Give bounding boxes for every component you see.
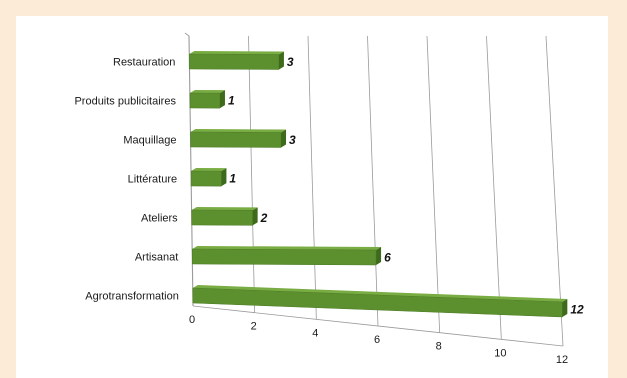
bar-end-1 — [219, 90, 225, 109]
gridline-12 — [545, 35, 564, 347]
x-tick-label-10: 10 — [494, 347, 506, 359]
gridline-8 — [426, 35, 441, 333]
bar-end-3 — [221, 168, 227, 187]
category-label-3: Littérature — [128, 174, 178, 186]
data-label-3: 1 — [229, 172, 236, 186]
bar-end-6 — [562, 299, 568, 317]
labels: 3 Restauration 1 Produits publicitaires 3 Maq… — [74, 55, 584, 366]
category-label-6: Agrotransformation — [85, 291, 179, 303]
data-label-6: 12 — [570, 303, 584, 317]
bar-top-3 — [191, 168, 227, 172]
bar-end-2 — [281, 129, 287, 148]
chart-panel: 3 Restauration 1 Produits publicitaires 3 Maq… — [16, 16, 608, 378]
category-label-1: Produits publicitaires — [74, 96, 176, 108]
bars — [189, 51, 568, 318]
bar-end-5 — [376, 247, 382, 265]
bar-end-4 — [252, 207, 258, 226]
bar-5 — [192, 248, 377, 266]
gridline-4 — [307, 35, 317, 320]
category-label-0: Restauration — [113, 57, 175, 69]
bar-top-6 — [192, 285, 568, 302]
floor-edge — [192, 305, 564, 347]
gridline-6 — [367, 35, 379, 327]
bar-top-5 — [192, 246, 382, 250]
bar-2 — [190, 131, 282, 148]
wall-cap — [184, 32, 190, 37]
data-label-0: 3 — [287, 55, 294, 69]
x-tick-label-8: 8 — [436, 341, 442, 353]
bar-top-1 — [189, 90, 225, 94]
bar-3 — [190, 170, 222, 187]
gridline-10 — [486, 35, 502, 340]
category-label-2: Maquillage — [123, 135, 176, 147]
bar-top-4 — [191, 207, 258, 211]
bar-chart: 3 Restauration 1 Produits publicitaires 3 Maq… — [74, 32, 584, 366]
category-label-4: Ateliers — [141, 213, 178, 225]
bar-top-0 — [189, 51, 284, 55]
data-label-4: 2 — [260, 211, 268, 225]
bar-end-0 — [278, 51, 284, 70]
x-tick-label-6: 6 — [374, 334, 380, 346]
data-label-5: 6 — [384, 251, 391, 265]
data-label-1: 1 — [228, 94, 235, 108]
x-tick-label-2: 2 — [251, 321, 257, 333]
gridline-2 — [248, 35, 256, 313]
bar-0 — [189, 53, 280, 70]
data-label-2: 3 — [289, 133, 296, 147]
x-tick-label-4: 4 — [312, 327, 318, 339]
category-label-5: Artisanat — [135, 252, 178, 264]
bar-top-2 — [190, 129, 287, 133]
x-tick-label-12: 12 — [556, 354, 568, 366]
bar-1 — [189, 92, 221, 109]
x-tick-label-0: 0 — [189, 314, 195, 326]
bar-4 — [191, 209, 253, 226]
